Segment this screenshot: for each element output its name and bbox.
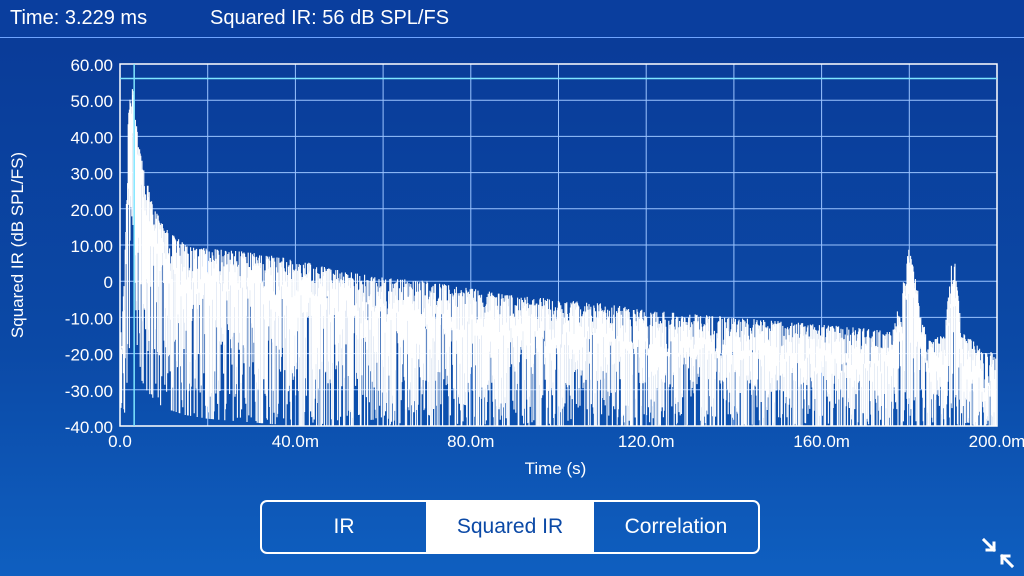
time-readout: Time: 3.229 ms	[10, 7, 147, 30]
squared-ir-trace	[120, 89, 997, 426]
squared-ir-chart[interactable]: 60.00 50.00 40.00 30.00 20.00 10.00 0 -10.00 -20…	[0, 38, 1024, 488]
tab-correlation-label: Correlation	[624, 515, 728, 538]
tab-squared-ir[interactable]: Squared IR	[426, 502, 592, 552]
x-axis-title: Time (s)	[525, 459, 587, 478]
plot-frame	[119, 63, 998, 427]
view-selector: IR Squared IR Correlation	[260, 500, 760, 554]
y-tick-label: 20.00	[70, 201, 113, 220]
tab-correlation[interactable]: Correlation	[592, 502, 758, 552]
tab-squared-ir-label: Squared IR	[456, 515, 564, 538]
collapse-button[interactable]	[980, 536, 1016, 570]
tab-ir[interactable]: IR	[262, 502, 426, 552]
y-axis-title: Squared IR (dB SPL/FS)	[8, 152, 27, 338]
y-tick-label: -10.00	[65, 309, 113, 328]
y-tick-label: 0	[104, 273, 113, 292]
time-value: 3.229 ms	[64, 7, 148, 29]
x-tick-label: 200.0m	[969, 432, 1024, 451]
y-tick-label: 50.00	[70, 92, 113, 111]
axes: 60.00 50.00 40.00 30.00 20.00 10.00 0 -10.00 -20…	[8, 56, 1024, 478]
value-label: Squared IR:	[210, 7, 317, 29]
trace	[120, 89, 997, 426]
y-tick-label: 30.00	[70, 165, 113, 184]
readout-bar: Time: 3.229 ms Squared IR: 56 dB SPL/FS	[0, 0, 1024, 38]
cursor[interactable]	[120, 64, 997, 426]
x-tick-label: 40.0m	[272, 432, 319, 451]
x-tick-label: 80.0m	[447, 432, 494, 451]
tab-ir-label: IR	[333, 515, 355, 538]
y-tick-label: 10.00	[70, 237, 113, 256]
time-label: Time:	[10, 7, 60, 29]
y-tick-label: -40.00	[65, 418, 113, 437]
x-tick-label: 120.0m	[618, 432, 675, 451]
y-tick-label: -20.00	[65, 346, 113, 365]
x-tick-label: 0.0	[108, 432, 132, 451]
y-tick-label: 40.00	[70, 128, 113, 147]
x-tick-label: 160.0m	[793, 432, 850, 451]
collapse-arrows-icon	[981, 537, 1015, 569]
value-readout: Squared IR: 56 dB SPL/FS	[210, 7, 449, 30]
value-value: 56 dB SPL/FS	[322, 7, 450, 29]
y-tick-label: 60.00	[70, 56, 113, 75]
y-tick-label: -30.00	[65, 382, 113, 401]
